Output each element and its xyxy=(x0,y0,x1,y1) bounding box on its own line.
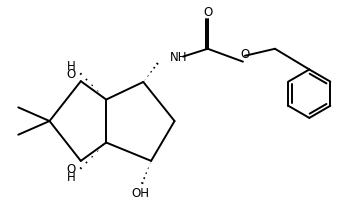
Text: O: O xyxy=(66,162,76,175)
Text: H: H xyxy=(67,170,76,183)
Text: O: O xyxy=(203,6,213,19)
Text: OH: OH xyxy=(132,186,150,199)
Text: O: O xyxy=(240,47,250,60)
Text: H: H xyxy=(67,60,76,73)
Text: O: O xyxy=(66,68,76,80)
Text: NH: NH xyxy=(169,51,187,64)
